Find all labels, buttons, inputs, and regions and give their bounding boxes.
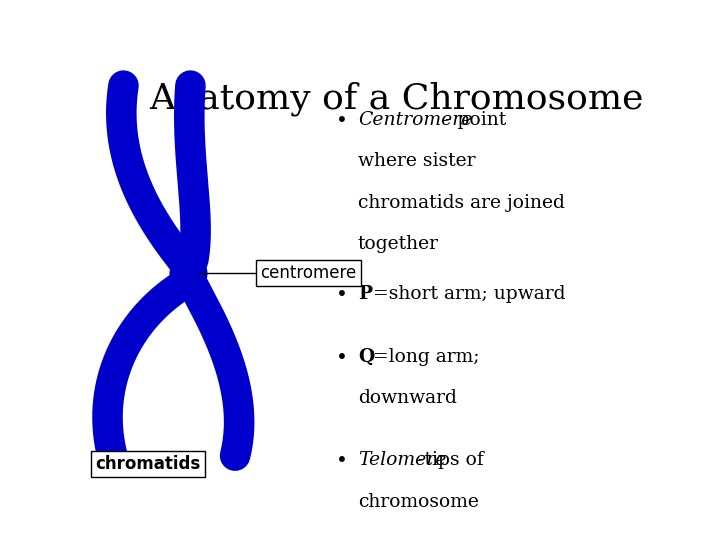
- Text: •: •: [336, 285, 347, 304]
- Text: •: •: [336, 111, 347, 130]
- Text: downward: downward: [358, 389, 456, 407]
- Text: P: P: [358, 285, 372, 303]
- Text: Q: Q: [358, 348, 374, 366]
- Text: Centromere: Centromere: [358, 111, 472, 129]
- Text: =long arm;: =long arm;: [374, 348, 480, 366]
- Text: chromatids are joined: chromatids are joined: [358, 194, 564, 212]
- Text: =short arm; upward: =short arm; upward: [374, 285, 566, 303]
- Text: - point: - point: [438, 111, 506, 129]
- Text: chromosome: chromosome: [358, 493, 479, 511]
- Text: centromere: centromere: [260, 264, 356, 282]
- Text: together: together: [358, 235, 439, 253]
- Text: •: •: [336, 348, 347, 367]
- Text: Telomere: Telomere: [358, 451, 446, 469]
- Text: chromatids: chromatids: [96, 455, 201, 473]
- Text: -tips of: -tips of: [418, 451, 483, 469]
- Text: where sister: where sister: [358, 152, 475, 170]
- Text: •: •: [336, 451, 347, 470]
- Text: Anatomy of a Chromosome: Anatomy of a Chromosome: [150, 82, 644, 116]
